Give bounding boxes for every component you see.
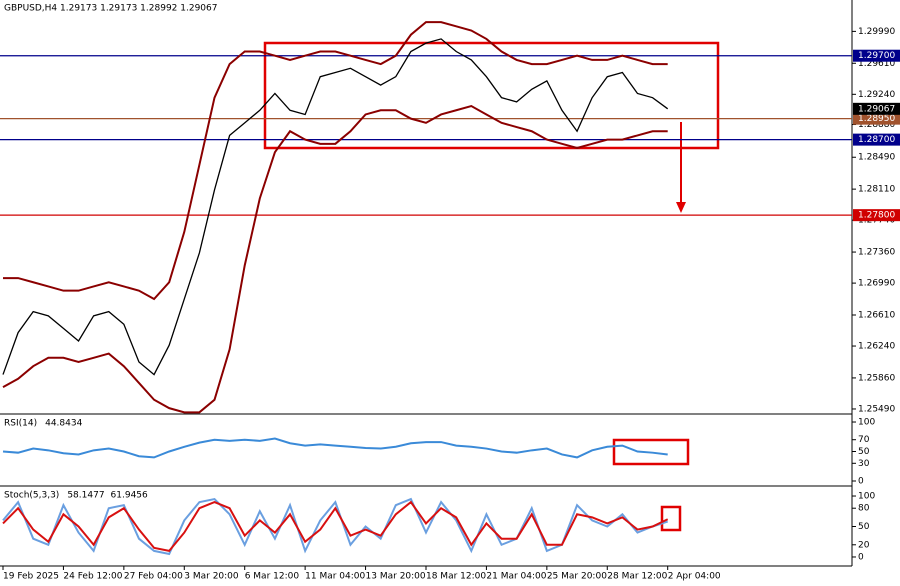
level-label: 1.28950 [858, 114, 895, 124]
series-line [2, 497, 669, 556]
y-tick-label: 1.29240 [858, 90, 895, 100]
y-tick-label: 1.26240 [858, 342, 895, 352]
x-tick-label: 2 Apr 04:00 [668, 572, 721, 582]
indicator-value: 61.9456 [111, 491, 148, 501]
y-tick-label: 100 [858, 418, 875, 428]
y-tick-label: 1.26610 [858, 310, 895, 320]
indicator-value: 58.1477 [67, 491, 104, 501]
level-tag [853, 133, 900, 146]
series-line [2, 38, 669, 376]
x-tick-label: 13 Mar 20:00 [366, 572, 426, 582]
price-tag [853, 102, 900, 115]
y-tick-label: 1.29990 [858, 27, 895, 37]
x-tick-label: 11 Mar 04:00 [305, 572, 365, 582]
x-tick-label: 19 Feb 2025 [3, 572, 59, 582]
y-tick-label: 50 [858, 447, 870, 457]
level-label: 1.27800 [858, 211, 895, 221]
series-line [2, 437, 668, 459]
y-tick-label: 0 [858, 476, 864, 486]
x-tick-label: 21 Mar 04:00 [486, 572, 546, 582]
y-tick-label: 50 [858, 522, 870, 532]
series-line [3, 21, 668, 301]
x-tick-label: 3 Mar 20:00 [184, 572, 239, 582]
level-tag [853, 112, 900, 125]
x-tick-label: 24 Feb 12:00 [63, 572, 122, 582]
x-tick-label: 27 Feb 04:00 [124, 572, 183, 582]
x-tick-label: 6 Mar 12:00 [245, 572, 300, 582]
panel-title: RSI(14) [4, 419, 37, 429]
x-tick-label: 18 Mar 12:00 [426, 572, 486, 582]
y-tick-label: 1.25860 [858, 373, 895, 383]
y-tick-label: 30 [858, 459, 870, 469]
y-tick-label: 0 [858, 552, 864, 562]
panel-title: Stoch(5,3,3) [4, 491, 59, 501]
y-tick-label: 70 [858, 435, 870, 445]
series-line [2, 500, 669, 552]
y-tick-label: 1.28880 [858, 120, 895, 130]
arrow-head [676, 202, 686, 213]
y-tick-label: 80 [858, 504, 870, 514]
level-label: 1.29700 [858, 51, 895, 61]
stoch-box [660, 505, 682, 532]
price-label: 1.29067 [858, 104, 895, 114]
y-tick-label: 100 [858, 492, 875, 502]
panel-title: GBPUSD,H4 1.29173 1.29173 1.28992 1.2906… [4, 4, 217, 14]
series-line [2, 104, 668, 414]
level-label: 1.28700 [858, 135, 895, 145]
x-tick-label: 28 Mar 12:00 [607, 572, 667, 582]
y-tick-label: 1.28490 [858, 153, 895, 163]
level-tag [853, 49, 900, 62]
y-tick-label: 20 [858, 540, 870, 550]
y-tick-label: 1.26990 [858, 279, 895, 289]
indicator-value: 44.8434 [45, 419, 82, 429]
x-tick-label: 25 Mar 20:00 [547, 572, 607, 582]
y-tick-label: 1.28110 [858, 185, 895, 195]
rsi-box [612, 438, 690, 466]
plot-layer: 1.29990 1.29610 1.29240 1.28880 1.28490 1.281… [0, 4, 900, 582]
y-tick-label: 1.29610 [858, 59, 895, 69]
y-tick-label: 1.27360 [858, 248, 895, 258]
y-tick-label: 1.25490 [858, 404, 895, 414]
level-tag [853, 209, 900, 222]
